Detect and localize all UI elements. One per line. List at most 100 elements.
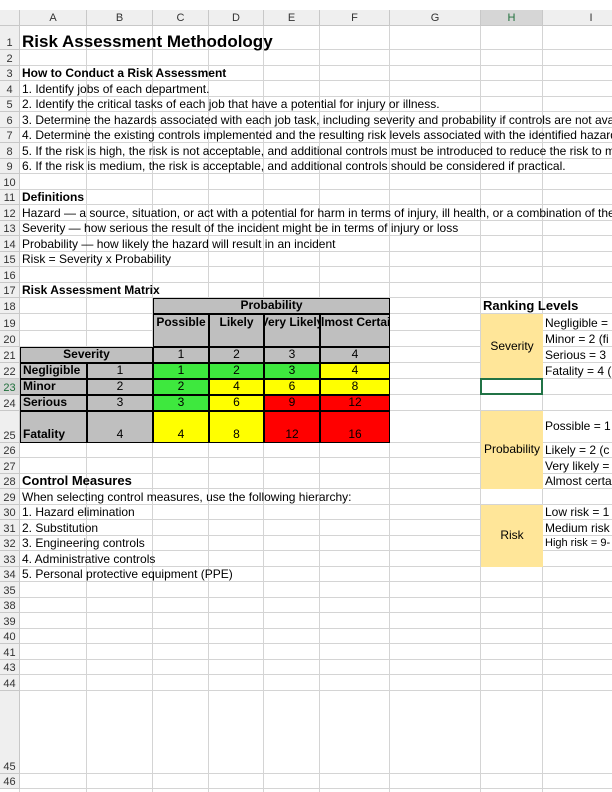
row-line xyxy=(20,281,612,283)
row-line xyxy=(20,64,612,66)
control-item: 1. Hazard elimination xyxy=(22,505,135,519)
control-item: 2. Substitution xyxy=(22,520,99,535)
severity-score: 1 xyxy=(87,362,153,379)
row-header[interactable]: 17 xyxy=(0,282,20,298)
column-header[interactable]: B xyxy=(87,10,153,26)
row-header[interactable]: 31 xyxy=(0,520,20,536)
section-heading: Ranking Levels xyxy=(483,297,579,313)
row-line xyxy=(20,550,612,551)
row-header[interactable]: 14 xyxy=(0,236,20,252)
row-header[interactable]: 24 xyxy=(0,394,20,411)
column-header[interactable]: C xyxy=(153,10,209,26)
row-header[interactable]: 32 xyxy=(0,535,20,551)
row-header[interactable]: 19 xyxy=(0,313,20,331)
definition: Severity — how serious the result of the… xyxy=(22,221,459,235)
risk-score: 2 xyxy=(153,378,209,395)
ranking-item: Negligible = xyxy=(545,315,609,330)
row-header[interactable]: 23 xyxy=(0,378,20,395)
risk-score: 16 xyxy=(320,410,390,443)
risk-score: 1 xyxy=(153,362,209,379)
row-header[interactable]: 15 xyxy=(0,251,20,267)
row-line xyxy=(20,488,612,489)
row-line xyxy=(20,219,612,221)
row-header[interactable]: 2 xyxy=(0,50,20,66)
row-line xyxy=(20,188,612,190)
row-header[interactable]: 18 xyxy=(0,298,20,314)
row-header[interactable]: 39 xyxy=(0,613,20,629)
row-line xyxy=(20,788,612,789)
row-header[interactable]: 20 xyxy=(0,330,20,347)
row-header[interactable]: 30 xyxy=(0,504,20,520)
row-header[interactable]: 40 xyxy=(0,628,20,644)
row-header[interactable]: 38 xyxy=(0,597,20,613)
row-header[interactable]: 6 xyxy=(0,112,20,128)
row-header[interactable]: 10 xyxy=(0,174,20,190)
column-header[interactable]: E xyxy=(264,10,320,26)
severity-level: Serious xyxy=(20,394,87,411)
row-header[interactable]: 25 xyxy=(0,410,20,443)
severity-score: 2 xyxy=(87,378,153,395)
row-header[interactable]: 16 xyxy=(0,267,20,283)
column-header[interactable]: D xyxy=(209,10,264,26)
row-header[interactable]: 28 xyxy=(0,473,20,489)
probability-level: Likely xyxy=(209,313,264,347)
row-header[interactable]: 21 xyxy=(0,346,20,363)
section-heading: Risk Assessment Matrix xyxy=(22,283,160,297)
control-item: 5. Personal protective equipment (PPE) xyxy=(22,567,233,581)
column-header[interactable]: I xyxy=(543,10,612,26)
risk-score: 4 xyxy=(209,378,264,395)
probability-level: Possible xyxy=(153,313,209,347)
row-line xyxy=(20,658,612,660)
row-line xyxy=(20,49,612,50)
probability-level: Very Likely xyxy=(264,313,320,347)
row-header[interactable]: 43 xyxy=(0,659,20,675)
row-header[interactable]: 44 xyxy=(0,675,20,691)
ranking-label: Probability xyxy=(481,410,543,489)
risk-score: 2 xyxy=(209,362,264,379)
severity-score: 4 xyxy=(87,410,153,443)
column-line xyxy=(480,26,481,792)
corner xyxy=(0,10,20,26)
ranking-label: Severity xyxy=(481,313,543,379)
row-header[interactable]: 41 xyxy=(0,644,20,660)
row-header[interactable]: 29 xyxy=(0,489,20,505)
row-header[interactable]: 34 xyxy=(0,566,20,582)
ranking-item: Very likely = xyxy=(545,458,610,473)
row-header[interactable]: 35 xyxy=(0,582,20,598)
row-header[interactable]: 11 xyxy=(0,189,20,205)
row-header[interactable]: 33 xyxy=(0,551,20,567)
row-line xyxy=(20,157,612,159)
row-header[interactable]: 22 xyxy=(0,362,20,379)
step: 3. Determine the hazards associated with… xyxy=(22,112,612,127)
row-header[interactable]: 3 xyxy=(0,65,20,81)
row-header[interactable]: 12 xyxy=(0,205,20,221)
severity-level: Negligible xyxy=(20,362,87,379)
row-header[interactable]: 5 xyxy=(0,96,20,112)
row-line xyxy=(20,534,612,536)
row-header[interactable]: 13 xyxy=(0,220,20,236)
column-header[interactable]: A xyxy=(20,10,87,26)
row-header[interactable]: 46 xyxy=(0,773,20,789)
row-header[interactable]: 9 xyxy=(0,158,20,174)
row-header[interactable]: 26 xyxy=(0,442,20,458)
risk-score: 9 xyxy=(264,394,320,411)
risk-score: 6 xyxy=(209,394,264,411)
row-header[interactable]: 4 xyxy=(0,81,20,97)
probability-score: 2 xyxy=(209,346,264,363)
row-header[interactable]: 1 xyxy=(0,26,20,50)
probability-score: 4 xyxy=(320,346,390,363)
sheet-title: Risk Assessment Methodology xyxy=(22,32,273,51)
column-header[interactable]: H xyxy=(481,10,543,26)
column-header[interactable]: F xyxy=(320,10,390,26)
row-header[interactable]: 8 xyxy=(0,143,20,159)
row-line xyxy=(20,596,612,598)
row-header[interactable]: 7 xyxy=(0,127,20,143)
column-header[interactable]: G xyxy=(390,10,481,26)
row-header[interactable]: 45 xyxy=(0,690,20,774)
risk-score: 4 xyxy=(320,362,390,379)
row-header[interactable]: 27 xyxy=(0,458,20,474)
ranking-item: Likely = 2 (c xyxy=(545,443,610,457)
section-heading: Definitions xyxy=(22,190,84,204)
active-cell[interactable] xyxy=(480,377,543,395)
ranking-item: Minor = 2 (fi xyxy=(545,331,609,346)
